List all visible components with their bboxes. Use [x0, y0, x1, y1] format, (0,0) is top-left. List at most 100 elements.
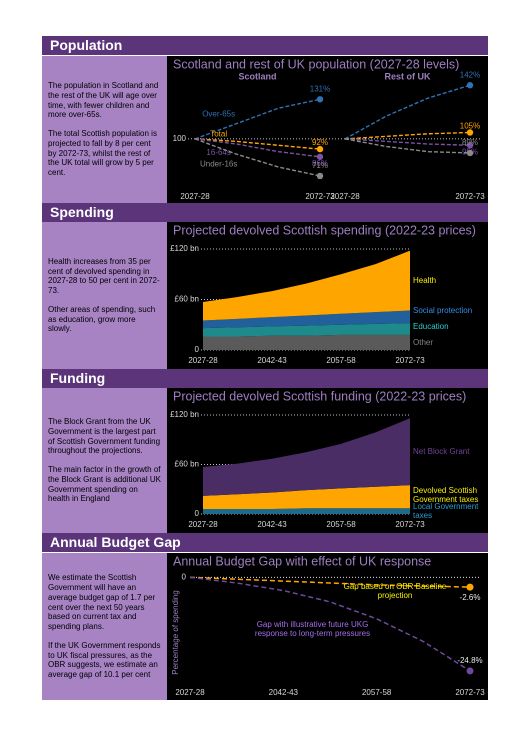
section-heading: Population: [42, 36, 488, 55]
end-point: [466, 82, 474, 89]
series-label: Education: [413, 321, 449, 331]
x-tick-label: 2027-28: [180, 192, 210, 201]
sidebar: The population in Scotland and the rest …: [42, 56, 167, 203]
y-tick-label: 0: [195, 509, 200, 518]
x-tick-label: 2072-73: [455, 688, 485, 697]
x-tick-label: 2072-73: [455, 192, 485, 201]
label-box: Net Block Grant: [413, 447, 470, 457]
sidebar-text: The population in Scotland and the rest …: [48, 81, 159, 120]
series-line: [194, 138, 321, 150]
value-label: 105%: [460, 122, 480, 131]
label-box: Gap with illustrative future UKG respons…: [254, 619, 371, 638]
label-box: Local Government taxes: [413, 501, 479, 521]
value-label: -24.8%: [457, 656, 482, 665]
y-tick-label: £120 bn: [170, 410, 199, 419]
series-label: Health: [413, 275, 437, 285]
sidebar-text: The main factor in the growth of the Blo…: [48, 465, 161, 504]
series-line: [344, 138, 471, 154]
series-label: Other: [413, 337, 434, 347]
value-label: 89%: [462, 138, 478, 147]
chart-title: Annual Budget Gap with effect of UK resp…: [173, 554, 431, 568]
x-tick-label: 2057-58: [326, 356, 356, 365]
series-label: Net Block Grant: [413, 447, 470, 457]
chart-title: Projected devolved Scottish funding (202…: [173, 389, 466, 403]
series-line: [194, 138, 321, 177]
sidebar-text: Health increases from 35 per cent of dev…: [48, 256, 160, 296]
sidebar-text: If the UK Government responds to UK fisc…: [48, 640, 161, 679]
area-segment: [203, 418, 410, 496]
y-tick-label: 0: [182, 572, 187, 581]
value-label: 86%: [312, 159, 328, 168]
value-label: 131%: [310, 84, 330, 93]
end-point: [466, 667, 474, 675]
series-label: Local Government taxes: [413, 501, 479, 521]
end-point: [466, 129, 474, 136]
y-axis-label: Percentage of spending: [171, 590, 180, 675]
panel-title: Scotland: [238, 71, 276, 81]
series-line: [344, 84, 471, 140]
y-tick-label: £120 bn: [170, 244, 199, 253]
area-segment: [203, 250, 410, 321]
section-heading: Annual Budget Gap: [42, 533, 488, 552]
sidebar: We estimate the Scottish Government will…: [42, 553, 167, 700]
series-name: 16-64s: [206, 148, 230, 157]
end-point: [466, 149, 474, 157]
section-heading: Funding: [42, 369, 488, 388]
x-tick-label: 2072-73: [305, 192, 335, 201]
series-label: Gap with illustrative future UKG respons…: [254, 619, 371, 638]
series-name: Total: [210, 130, 227, 139]
series-line: [194, 138, 321, 158]
series-line: [344, 131, 471, 140]
sidebar-text: The Block Grant from the UK Government i…: [48, 417, 161, 456]
series-label: Devolved Scottish Government taxes: [413, 485, 479, 505]
series-label: Social protection: [413, 305, 473, 315]
x-tick-label: 2072-73: [395, 356, 425, 365]
label-box: Education: [413, 321, 449, 331]
x-tick-label: 2027-28: [175, 688, 205, 697]
sidebar-text: The total Scottish population is project…: [48, 129, 157, 178]
value-label: -2.6%: [460, 593, 481, 602]
value-label: 92%: [312, 138, 328, 147]
x-tick-label: 2072-73: [395, 520, 425, 529]
sidebar-text: Other areas of spending, such as educati…: [48, 304, 156, 334]
label-box: Social protection: [413, 305, 473, 315]
label-box: Other: [413, 337, 434, 347]
end-point: [466, 142, 474, 149]
series-name: Under-16s: [200, 159, 237, 168]
y-tick-label: 0: [195, 345, 200, 354]
end-point: [466, 583, 474, 591]
x-tick-label: 2042-43: [257, 356, 287, 365]
value-label: 71%: [312, 161, 328, 170]
y-tick-label: £60 bn: [175, 295, 199, 304]
value-label: 142%: [460, 70, 480, 79]
x-tick-label: 2027-28: [330, 192, 360, 201]
sidebar: Health increases from 35 per cent of dev…: [42, 222, 167, 369]
label-box: Health: [413, 275, 437, 285]
section-heading: Spending: [42, 203, 488, 222]
area-segment: [203, 485, 410, 510]
label-box: Devolved Scottish Government taxes: [413, 485, 479, 505]
area-segment: [203, 323, 410, 337]
end-point: [316, 153, 324, 160]
x-tick-label: 2042-43: [269, 688, 299, 697]
x-tick-label: 2042-43: [257, 520, 287, 529]
chart-title: Projected devolved Scottish spending (20…: [173, 223, 476, 237]
x-tick-label: 2027-28: [188, 356, 218, 365]
sidebar-text: We estimate the Scottish Government will…: [48, 573, 156, 631]
area-segment: [203, 508, 410, 514]
panel-title: Rest of UK: [384, 71, 431, 81]
x-tick-label: 2057-58: [326, 520, 356, 529]
series-line: [189, 576, 471, 672]
series-name: Over-65s: [202, 110, 235, 119]
series-line: [194, 98, 321, 140]
end-point: [316, 96, 324, 103]
series-line: [344, 138, 471, 146]
area-segment: [203, 334, 410, 350]
y-tick-label: £60 bn: [175, 460, 199, 469]
end-point: [316, 172, 324, 180]
end-point: [316, 145, 324, 153]
series-line: [189, 576, 471, 588]
x-tick-label: 2057-58: [362, 688, 392, 697]
